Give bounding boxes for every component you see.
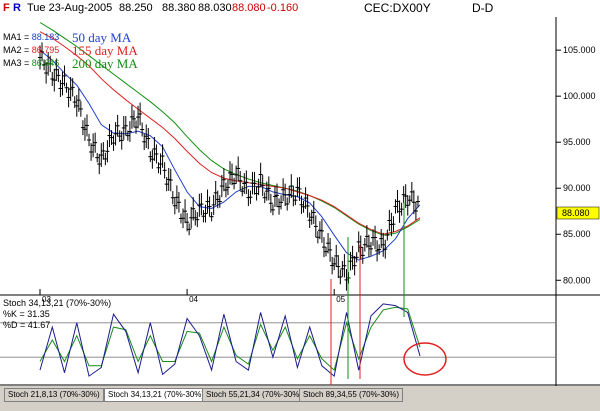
price-y-axis: 80.000 85.000 90.000 95.000 100.000 105.000 (556, 45, 596, 285)
y-tick-label: 100.000 (563, 91, 596, 101)
indicator-tab[interactable]: Stoch 21,8,13 (70%-30%) (4, 388, 104, 402)
ma1-value: 88.183 (32, 32, 60, 42)
ma3-name: 200 day MA (72, 56, 138, 71)
indicator-tab-strip: Stoch 21,8,13 (70%-30%) Stoch 34,13,21 (7… (0, 386, 600, 411)
ma3-value: 86.646 (32, 58, 60, 68)
stoch-k-value: 31.35 (27, 309, 50, 319)
header-high: 88.380 (162, 2, 196, 14)
header-close: 88.080 (232, 2, 266, 14)
stoch-d-value: 41.67 (28, 320, 51, 330)
y-tick-label: 95.000 (563, 137, 591, 147)
annotation-circle (403, 342, 447, 376)
x-tick-label: 04 (189, 295, 198, 304)
price-bars (38, 42, 420, 291)
header-date: Tue 23-Aug-2005 (27, 2, 113, 14)
chart-area: 80.000 85.000 90.000 95.000 100.000 105.000 0… (0, 17, 600, 386)
svg-text:MA3 = 86.646: MA3 = 86.646 (3, 58, 59, 68)
indicator-tab[interactable]: Stoch 55,21,34 (70%-30%) (202, 388, 307, 402)
ma1-label: MA1 = (3, 32, 32, 42)
period-label: D-D (472, 1, 494, 15)
x-tick-label: 05 (336, 295, 345, 304)
y-tick-label: 80.000 (563, 275, 591, 285)
svg-text:%K = 31.35: %K = 31.35 (3, 309, 50, 319)
header-open: 88.250 (119, 2, 153, 14)
indicator-tab[interactable]: Stoch 34,13,21 (70%-30%) (104, 388, 209, 402)
stoch-k-line (39, 303, 421, 378)
title-bar: F R Tue 23-Aug-2005 88.250 88.380 88.030… (0, 0, 600, 17)
svg-text:%D = 41.67: %D = 41.67 (3, 320, 50, 330)
y-tick-label: 90.000 (563, 183, 591, 193)
ma1-name: 50 day MA (72, 30, 132, 45)
stoch-plot (0, 303, 556, 378)
flag-r[interactable]: R (13, 2, 21, 14)
ma2-value: 86.795 (32, 45, 60, 55)
y-tick-label: 105.000 (563, 45, 596, 55)
indicator-tab[interactable]: Stoch 89,34,55 (70%-30%) (299, 388, 404, 402)
y-tick-label: 85.000 (563, 229, 591, 239)
svg-text:MA2 = 86.795: MA2 = 86.795 (3, 45, 59, 55)
price-plot (38, 22, 421, 291)
flag-f[interactable]: F (3, 2, 10, 14)
header-low: 88.030 (198, 2, 232, 14)
ma-legend: MA1 = 88.183 50 day MA MA2 = 86.795 155 … (3, 30, 138, 71)
current-price-badge (556, 206, 600, 220)
svg-text:MA1 = 88.183: MA1 = 88.183 (3, 32, 59, 42)
ma2-label: MA2 = (3, 45, 32, 55)
current-price-badge-text: 88.080 (562, 208, 590, 218)
symbol-title: CEC:DX00Y (364, 1, 431, 15)
stoch-k-label: %K = (3, 309, 27, 319)
ma3-label: MA3 = (3, 58, 32, 68)
stoch-d-label: %D = (3, 320, 28, 330)
stoch-title: Stoch 34,13,21 (70%-30%) (3, 298, 111, 308)
x-tick-label: 03 (42, 295, 51, 304)
price-x-axis: 03 04 05 (39, 289, 346, 304)
header-change: -0.160 (267, 2, 299, 14)
ma2-name: 155 day MA (72, 43, 138, 58)
